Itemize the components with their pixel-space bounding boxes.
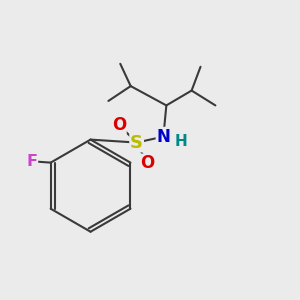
Text: H: H [175, 134, 188, 148]
Text: N: N [156, 128, 170, 146]
Text: S: S [130, 134, 143, 152]
Text: F: F [26, 154, 38, 169]
Text: O: O [140, 154, 154, 172]
Text: O: O [112, 116, 126, 134]
